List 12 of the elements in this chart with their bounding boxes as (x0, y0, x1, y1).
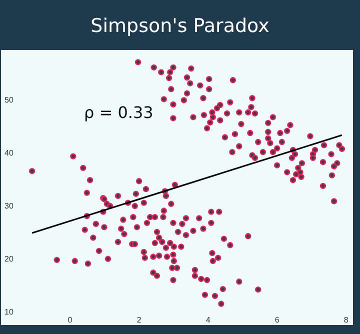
y-tick-label: 40 (4, 148, 14, 158)
x-tick-label: 8 (344, 316, 349, 324)
chart-title: Simpson's Paradox (90, 15, 270, 37)
y-tick-label: 10 (4, 307, 14, 316)
x-tick-label: 6 (274, 316, 280, 324)
y-tick-label: 30 (4, 202, 14, 211)
y-tick-label: 50 (4, 96, 14, 105)
x-tick-label: 4 (206, 316, 211, 324)
y-tick-label: 20 (4, 254, 14, 264)
x-tick-label: 0 (68, 316, 73, 324)
annotation: ρ = 0.33 (84, 103, 154, 122)
x-tick-label: 2 (136, 316, 142, 324)
